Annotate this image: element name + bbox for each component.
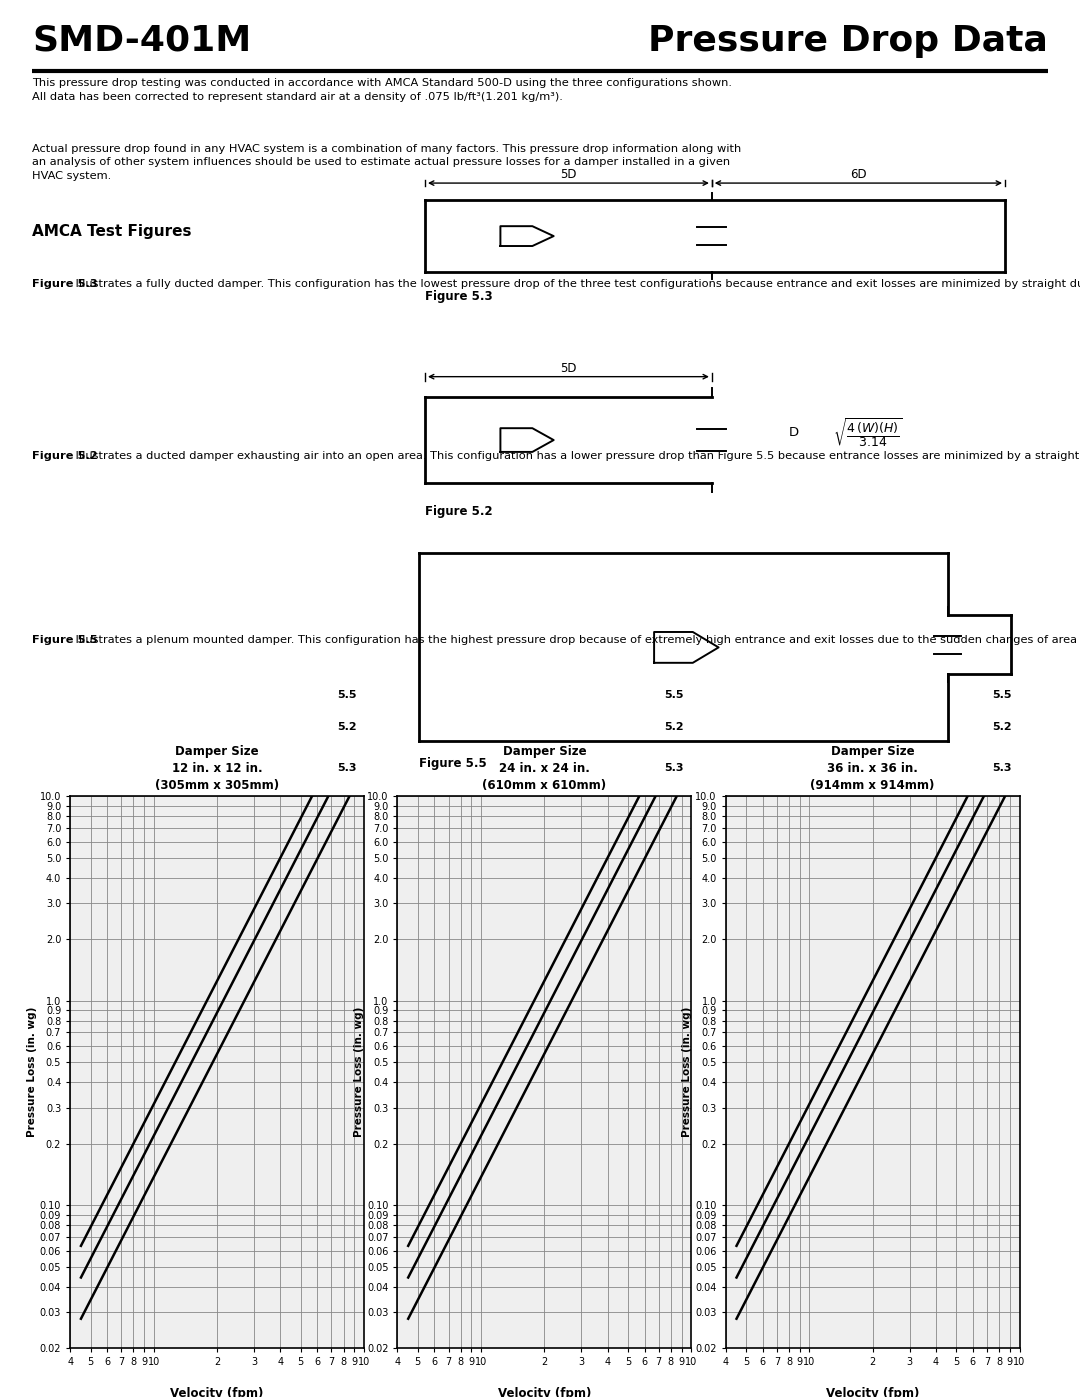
Text: Illustrates a ducted damper exhausting air into an open area. This configuration: Illustrates a ducted damper exhausting a… bbox=[32, 451, 1080, 461]
Text: 5D: 5D bbox=[561, 169, 577, 182]
Text: 5.3: 5.3 bbox=[664, 763, 684, 773]
Text: Figure 5.5: Figure 5.5 bbox=[419, 757, 486, 770]
Title: Damper Size
36 in. x 36 in.
(914mm x 914mm): Damper Size 36 in. x 36 in. (914mm x 914… bbox=[810, 746, 935, 792]
Text: Figure 5.3: Figure 5.3 bbox=[426, 291, 492, 303]
Text: AMCA Test Figures: AMCA Test Figures bbox=[32, 224, 192, 239]
Text: This pressure drop testing was conducted in accordance with AMCA Standard 500-D : This pressure drop testing was conducted… bbox=[32, 78, 732, 102]
Text: 5.2: 5.2 bbox=[337, 722, 356, 732]
Text: 5.5: 5.5 bbox=[337, 690, 356, 700]
Text: SMD-401M: SMD-401M bbox=[32, 24, 252, 57]
Y-axis label: Pressure Loss (in. wg): Pressure Loss (in. wg) bbox=[683, 1007, 692, 1137]
Text: Pressure Drop Data: Pressure Drop Data bbox=[648, 24, 1048, 57]
X-axis label: Velocity (fpm): Velocity (fpm) bbox=[498, 1387, 591, 1397]
Text: Illustrates a fully ducted damper. This configuration has the lowest pressure dr: Illustrates a fully ducted damper. This … bbox=[32, 278, 1080, 289]
Text: Figure 5.5: Figure 5.5 bbox=[32, 634, 98, 645]
Text: Figure 5.2: Figure 5.2 bbox=[32, 451, 98, 461]
X-axis label: Velocity (fpm): Velocity (fpm) bbox=[171, 1387, 264, 1397]
Title: Damper Size
12 in. x 12 in.
(305mm x 305mm): Damper Size 12 in. x 12 in. (305mm x 305… bbox=[156, 746, 279, 792]
Text: $\sqrt{\dfrac{4\,(W)(H)}{3.14}}$: $\sqrt{\dfrac{4\,(W)(H)}{3.14}}$ bbox=[833, 416, 903, 450]
Text: 5.5: 5.5 bbox=[664, 690, 684, 700]
Text: 5.2: 5.2 bbox=[664, 722, 684, 732]
Text: Illustrates a plenum mounted damper. This configuration has the highest pressure: Illustrates a plenum mounted damper. Thi… bbox=[32, 634, 1080, 645]
Text: 6D: 6D bbox=[850, 169, 866, 182]
Text: 5.3: 5.3 bbox=[337, 763, 356, 773]
Text: Figure 5.2: Figure 5.2 bbox=[426, 504, 492, 518]
Y-axis label: Pressure Loss (in. wg): Pressure Loss (in. wg) bbox=[27, 1007, 37, 1137]
Y-axis label: Pressure Loss (in. wg): Pressure Loss (in. wg) bbox=[354, 1007, 364, 1137]
X-axis label: Velocity (fpm): Velocity (fpm) bbox=[826, 1387, 919, 1397]
Text: Actual pressure drop found in any HVAC system is a combination of many factors. : Actual pressure drop found in any HVAC s… bbox=[32, 144, 742, 182]
Text: 5D: 5D bbox=[561, 362, 577, 374]
Text: 5.5: 5.5 bbox=[993, 690, 1012, 700]
Text: D: D bbox=[788, 426, 798, 439]
Text: 5.3: 5.3 bbox=[993, 763, 1012, 773]
Title: Damper Size
24 in. x 24 in.
(610mm x 610mm): Damper Size 24 in. x 24 in. (610mm x 610… bbox=[483, 746, 606, 792]
Text: Figure 5.3: Figure 5.3 bbox=[32, 278, 98, 289]
Text: 5.2: 5.2 bbox=[993, 722, 1012, 732]
